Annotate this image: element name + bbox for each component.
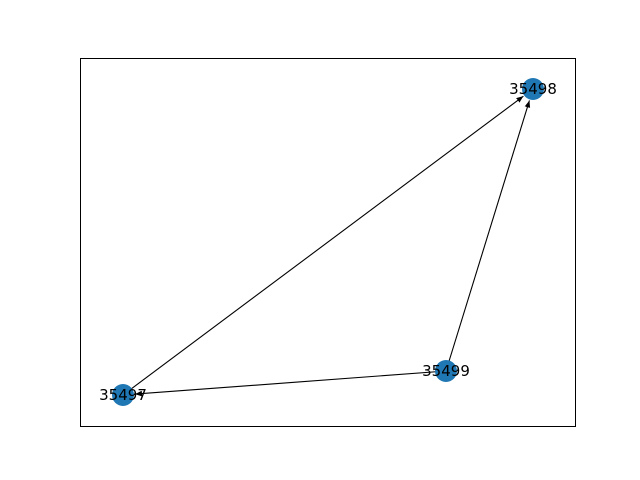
node-35499 xyxy=(435,360,457,382)
plot-frame xyxy=(80,58,576,427)
edge-35497-to-35498 xyxy=(122,95,524,396)
labels-layer: 35497 35498 35499 xyxy=(99,80,557,404)
node-35497 xyxy=(112,384,134,406)
node-35498 xyxy=(522,78,544,100)
edge-35499-to-35498 xyxy=(445,100,531,372)
edge-35499-to-35497 xyxy=(134,370,447,397)
nodes-layer xyxy=(112,78,544,406)
node-label-35498: 35498 xyxy=(509,80,557,98)
node-label-35497: 35497 xyxy=(99,386,147,404)
edges-layer xyxy=(122,95,531,397)
node-label-35499: 35499 xyxy=(422,362,470,380)
